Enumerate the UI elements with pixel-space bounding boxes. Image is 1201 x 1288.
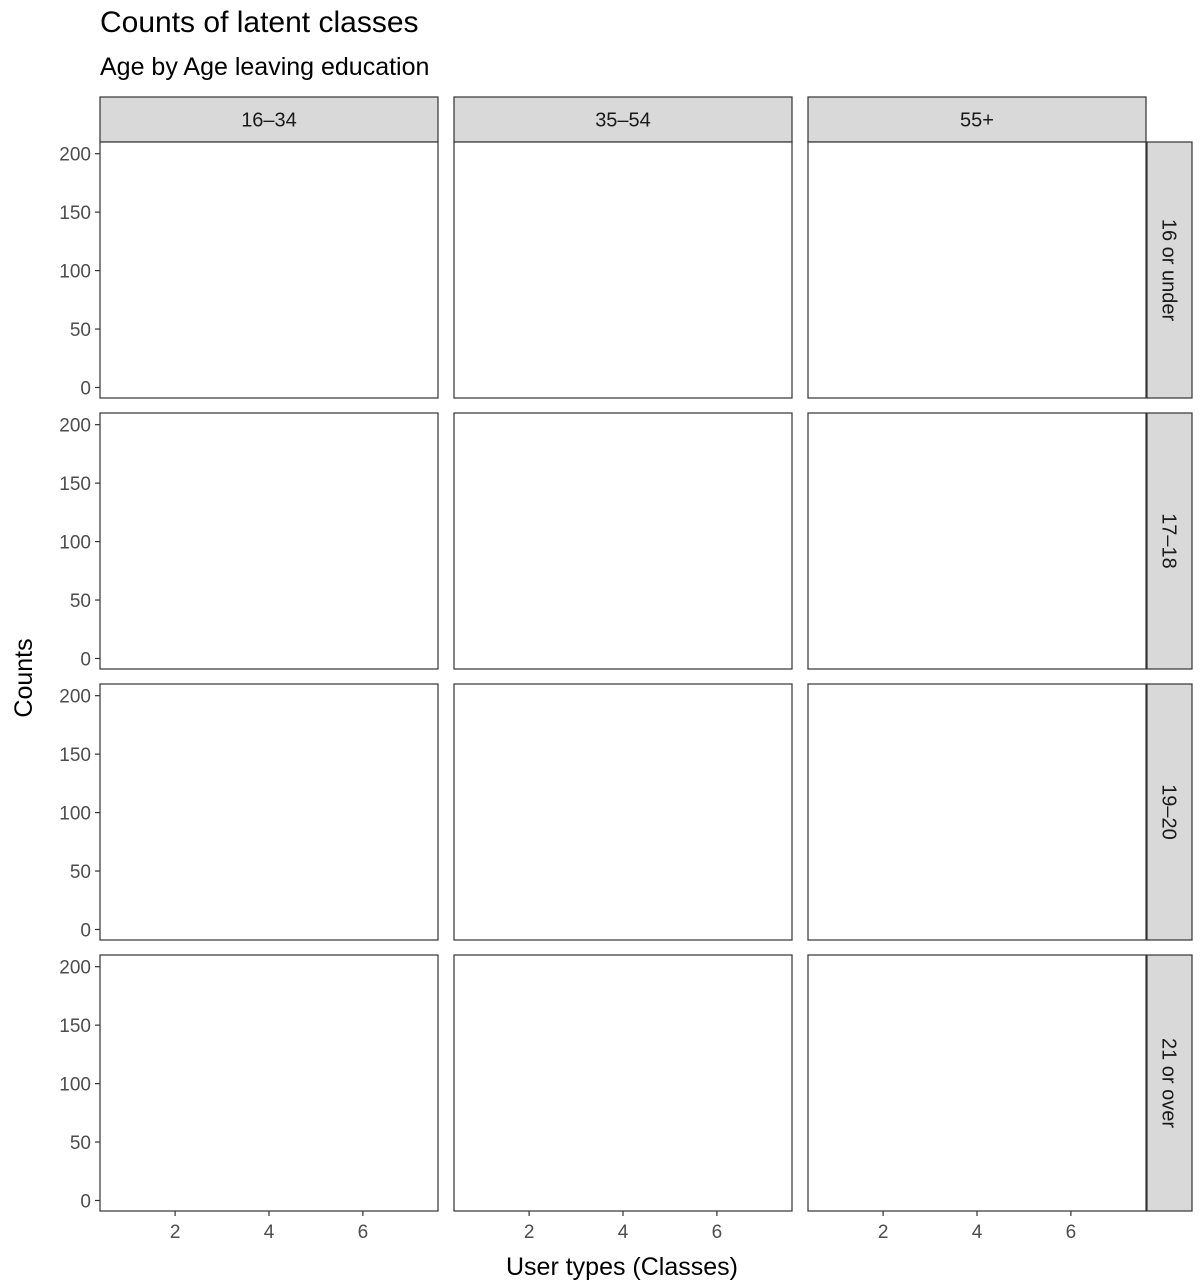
column-strip (453, 96, 793, 143)
x-axis-label: User types (Classes) (506, 1253, 738, 1281)
panel-border (807, 141, 1147, 399)
column-strip (99, 96, 439, 143)
facet-panel (99, 412, 439, 670)
facet-panel (807, 412, 1147, 670)
facet-panel (99, 141, 439, 399)
panel-border (99, 141, 439, 399)
facet-panel (453, 683, 793, 941)
y-tick-label: 150 (59, 474, 91, 495)
row-strip (1146, 412, 1193, 670)
x-tick-label: 4 (972, 1222, 983, 1243)
y-tick-label: 100 (59, 1075, 91, 1096)
row-strip (1146, 954, 1193, 1212)
row-strip (1146, 141, 1193, 399)
y-tick-label: 150 (59, 745, 91, 766)
facet-panel (453, 141, 793, 399)
chart-title: Counts of latent classes (100, 6, 419, 39)
x-tick-label: 4 (618, 1222, 629, 1243)
y-tick-label: 200 (59, 687, 91, 708)
y-tick-label: 0 (80, 920, 91, 941)
y-tick-label: 100 (59, 262, 91, 283)
x-tick-label: 2 (170, 1222, 181, 1243)
chart-subtitle: Age by Age leaving education (100, 53, 429, 81)
facet-panel (807, 683, 1147, 941)
y-tick-label: 150 (59, 203, 91, 224)
panel-border (807, 683, 1147, 941)
y-tick-label: 50 (70, 591, 91, 612)
facet-panel (807, 141, 1147, 399)
column-strip-label: 55+ (960, 110, 994, 132)
y-tick-label: 200 (59, 958, 91, 979)
row-strip (1146, 683, 1193, 941)
y-axis-label: Counts (10, 638, 38, 717)
panel-border (99, 412, 439, 670)
facet-panel (807, 954, 1147, 1212)
panel-border (453, 954, 793, 1212)
y-tick-label: 100 (59, 533, 91, 554)
panel-border (807, 412, 1147, 670)
y-tick-label: 0 (80, 1191, 91, 1212)
facet-panel (453, 412, 793, 670)
panel-border (99, 683, 439, 941)
column-strip-label: 16–34 (241, 110, 297, 132)
row-strip-label: 21 or over (1158, 1038, 1180, 1128)
facet-panel (99, 954, 439, 1212)
row-strip-label: 16 or under (1158, 219, 1180, 322)
column-strip (807, 96, 1147, 143)
facet-panel (99, 683, 439, 941)
row-strip-label: 17–18 (1158, 513, 1180, 569)
x-tick-label: 2 (524, 1222, 535, 1243)
y-tick-label: 0 (80, 378, 91, 399)
x-tick-label: 6 (712, 1222, 723, 1243)
facet-panel (453, 954, 793, 1212)
x-tick-label: 4 (264, 1222, 275, 1243)
y-tick-label: 50 (70, 320, 91, 341)
y-tick-label: 50 (70, 862, 91, 883)
row-strip-label: 19–20 (1158, 784, 1180, 840)
y-tick-label: 50 (70, 1133, 91, 1154)
y-tick-label: 200 (59, 145, 91, 166)
panel-border (453, 141, 793, 399)
y-tick-label: 0 (80, 649, 91, 670)
y-tick-label: 150 (59, 1016, 91, 1037)
panel-border (99, 954, 439, 1212)
y-tick-label: 200 (59, 416, 91, 437)
panel-border (453, 683, 793, 941)
x-tick-label: 6 (1066, 1222, 1077, 1243)
x-tick-label: 2 (878, 1222, 889, 1243)
column-strip-label: 35–54 (595, 110, 651, 132)
panel-border (453, 412, 793, 670)
plot-area: 16–34 35–54 55+ 16 or under 17–18 19–20 21 or … (59, 96, 1193, 1243)
panel-border (807, 954, 1147, 1212)
x-tick-label: 6 (358, 1222, 369, 1243)
y-tick-label: 100 (59, 804, 91, 825)
